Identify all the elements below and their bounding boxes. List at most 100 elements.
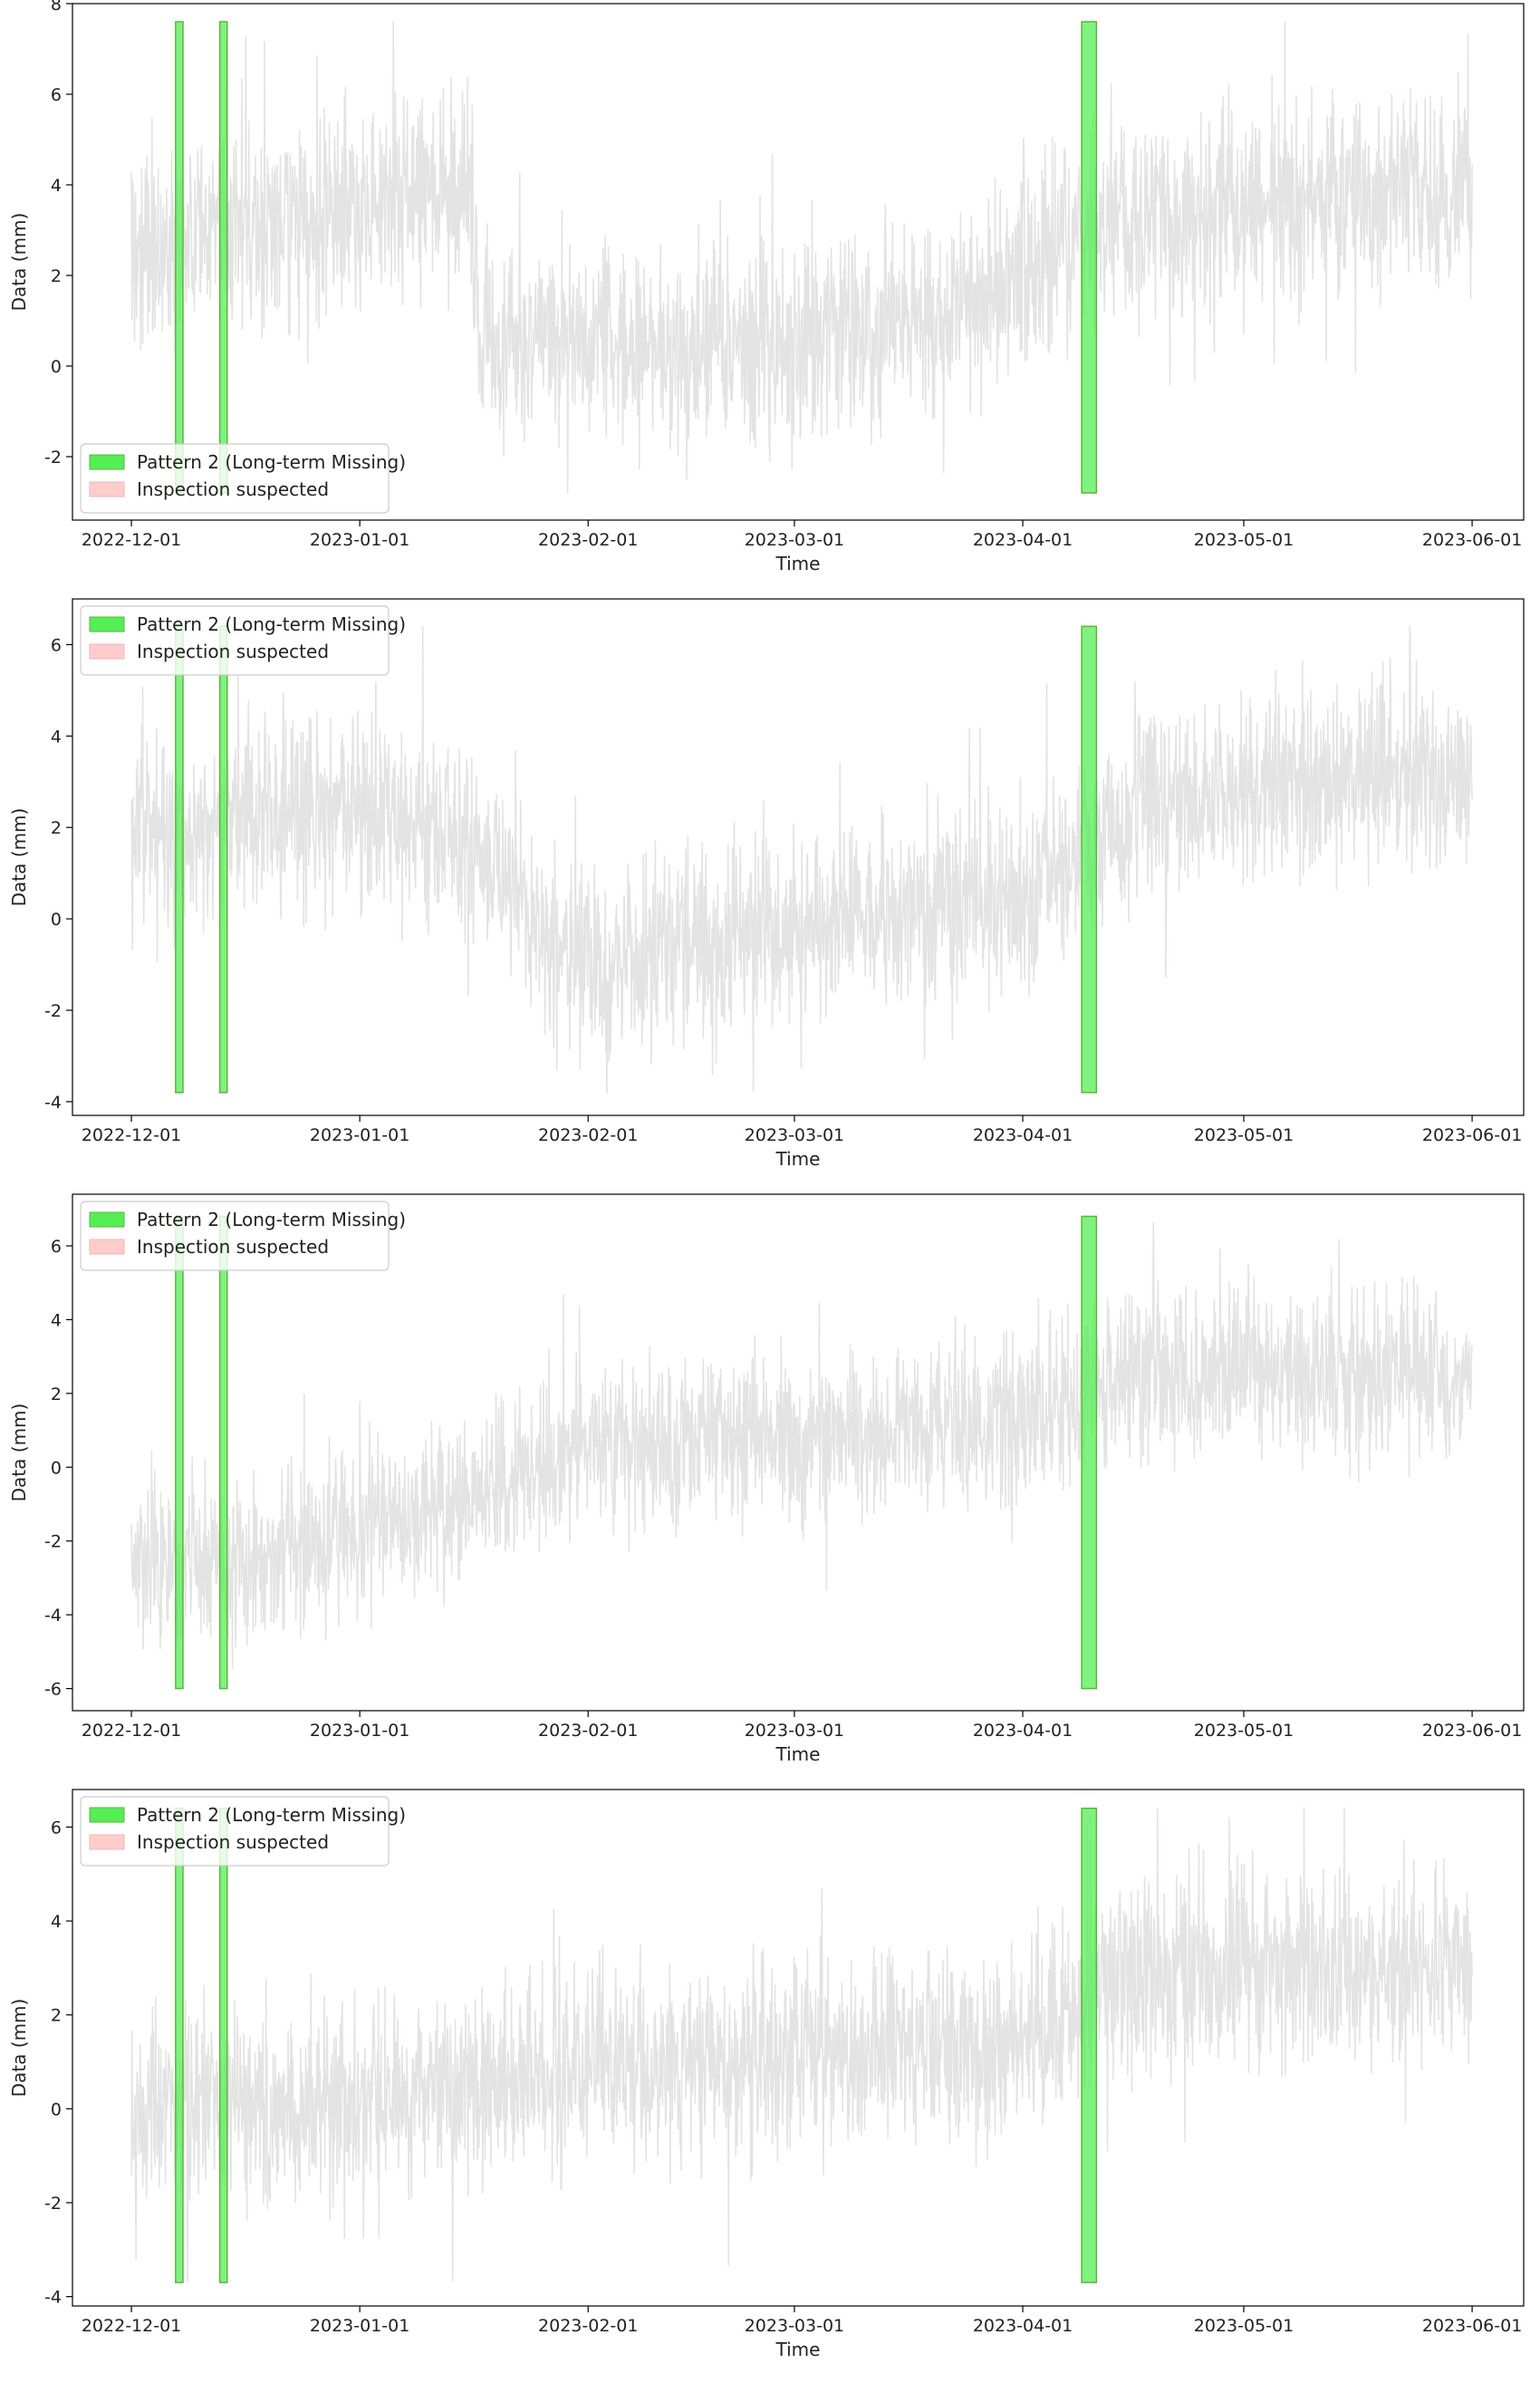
y-tick-label: -4	[44, 2288, 62, 2308]
missing-span-3	[1081, 1807, 1098, 2283]
missing-span-1	[175, 1807, 184, 2283]
x-tick-label: 2023-01-01	[310, 2316, 409, 2336]
legend: Pattern 2 (Long-term Missing) Inspection …	[80, 605, 406, 676]
y-axis-label: Data (mm)	[8, 808, 30, 907]
y-tick-label: 2	[51, 1384, 62, 1404]
legend: Pattern 2 (Long-term Missing) Inspection …	[80, 1796, 406, 1867]
legend-label: Pattern 2 (Long-term Missing)	[137, 613, 406, 635]
missing-span-3	[1081, 1215, 1098, 1690]
series-line	[130, 1807, 1473, 2283]
y-tick-label: 8	[51, 0, 62, 14]
legend-swatch	[89, 616, 125, 632]
missing-span-3	[1081, 625, 1098, 1094]
axes-frame	[72, 1789, 1525, 2307]
y-tick-label: -6	[44, 1680, 62, 1700]
y-tick-label: -2	[44, 1001, 62, 1021]
x-tick-label: 2023-01-01	[310, 1721, 409, 1741]
missing-span-1	[175, 1215, 184, 1690]
x-tick-label: 2022-12-01	[82, 1721, 181, 1741]
missing-span-3	[1081, 21, 1098, 494]
y-tick-label: 6	[51, 635, 62, 655]
chart-panel-3: 2022-12-01 2023-01-01 2023-02-01 2023-03-01…	[8, 1193, 1525, 1765]
y-axis-label: Data (mm)	[8, 213, 30, 312]
x-axis-label: Time	[775, 553, 821, 574]
legend-label: Inspection suspected	[137, 1831, 329, 1853]
chart-panel-1: 2022-12-01 2023-01-01 2023-02-01 2023-03-01…	[8, 0, 1525, 574]
missing-span-2	[218, 21, 228, 494]
x-tick-label: 2023-04-01	[973, 1721, 1073, 1741]
x-tick-label: 2023-03-01	[745, 1721, 844, 1741]
missing-span-1	[175, 625, 184, 1094]
y-tick-label: 0	[51, 1458, 62, 1478]
legend-box	[80, 605, 390, 676]
x-tick-label: 2023-06-01	[1422, 1721, 1522, 1741]
x-tick-label: 2023-02-01	[538, 2316, 638, 2336]
x-axis-label: Time	[775, 1743, 821, 1765]
x-tick-label: 2023-03-01	[745, 530, 844, 550]
plot-area	[72, 599, 1524, 1115]
y-tick-label: -4	[44, 1093, 62, 1113]
legend: Pattern 2 (Long-term Missing) Inspection …	[80, 1201, 406, 1271]
legend-box	[80, 1796, 390, 1867]
series-line	[130, 1221, 1473, 1670]
x-tick-label: 2023-02-01	[538, 530, 638, 550]
legend-swatch	[89, 481, 125, 497]
legend-label: Inspection suspected	[137, 1236, 329, 1258]
x-axis-label: Time	[775, 2339, 821, 2360]
series-line	[130, 625, 1473, 1094]
y-tick-label: 0	[51, 910, 62, 930]
plot-area	[72, 4, 1524, 520]
legend-swatch	[89, 1834, 125, 1850]
legend-swatch	[89, 643, 125, 660]
y-axis-label: Data (mm)	[8, 1999, 30, 2098]
x-tick-label: 2023-02-01	[538, 1721, 638, 1741]
legend: Pattern 2 (Long-term Missing) Inspection …	[80, 443, 406, 514]
x-tick-label: 2022-12-01	[82, 530, 181, 550]
x-tick-label: 2023-04-01	[973, 2316, 1073, 2336]
x-tick-label: 2023-05-01	[1194, 2316, 1294, 2336]
axes-frame	[72, 598, 1525, 1116]
y-tick-label: -4	[44, 1606, 62, 1626]
legend-label: Pattern 2 (Long-term Missing)	[137, 1804, 406, 1826]
x-tick-label: 2023-03-01	[745, 2316, 844, 2336]
missing-span-2	[218, 1807, 228, 2283]
x-tick-label: 2023-05-01	[1194, 530, 1294, 550]
y-tick-label: 4	[51, 176, 62, 196]
chart-panel-4: 2022-12-01 2023-01-01 2023-02-01 2023-03-01…	[8, 1789, 1525, 2360]
legend-swatch	[89, 1239, 125, 1255]
x-axis-label: Time	[775, 1148, 821, 1170]
y-tick-label: 2	[51, 2006, 62, 2026]
y-axis-label: Data (mm)	[8, 1404, 30, 1502]
y-tick-label: 4	[51, 1912, 62, 1932]
x-tick-label: 2023-01-01	[310, 530, 409, 550]
missing-span-2	[218, 1215, 228, 1690]
x-tick-label: 2023-05-01	[1194, 1125, 1294, 1145]
legend-swatch	[89, 1211, 125, 1228]
y-tick-label: 6	[51, 1237, 62, 1257]
legend-box	[80, 443, 390, 514]
y-tick-label: 0	[51, 2099, 62, 2119]
x-tick-label: 2023-01-01	[310, 1125, 409, 1145]
legend-label: Inspection suspected	[137, 478, 329, 500]
y-tick-label: 4	[51, 727, 62, 747]
y-tick-label: -2	[44, 448, 62, 468]
legend-swatch	[89, 454, 125, 470]
missing-span-2	[218, 625, 228, 1094]
x-tick-label: 2023-04-01	[973, 530, 1073, 550]
x-tick-label: 2023-06-01	[1422, 2316, 1522, 2336]
y-tick-label: 2	[51, 818, 62, 838]
x-tick-label: 2023-03-01	[745, 1125, 844, 1145]
chart-panel-2: 2022-12-01 2023-01-01 2023-02-01 2023-03-01…	[8, 598, 1525, 1170]
legend-box	[80, 1201, 390, 1271]
x-tick-label: 2022-12-01	[82, 1125, 181, 1145]
legend-label: Inspection suspected	[137, 641, 329, 662]
x-tick-label: 2023-02-01	[538, 1125, 638, 1145]
x-tick-label: 2023-06-01	[1422, 1125, 1522, 1145]
x-tick-label: 2023-06-01	[1422, 530, 1522, 550]
y-tick-label: -2	[44, 1532, 62, 1552]
axes-frame	[72, 3, 1525, 521]
y-tick-label: 6	[51, 85, 62, 105]
x-tick-label: 2022-12-01	[82, 2316, 181, 2336]
series-line	[130, 21, 1473, 494]
